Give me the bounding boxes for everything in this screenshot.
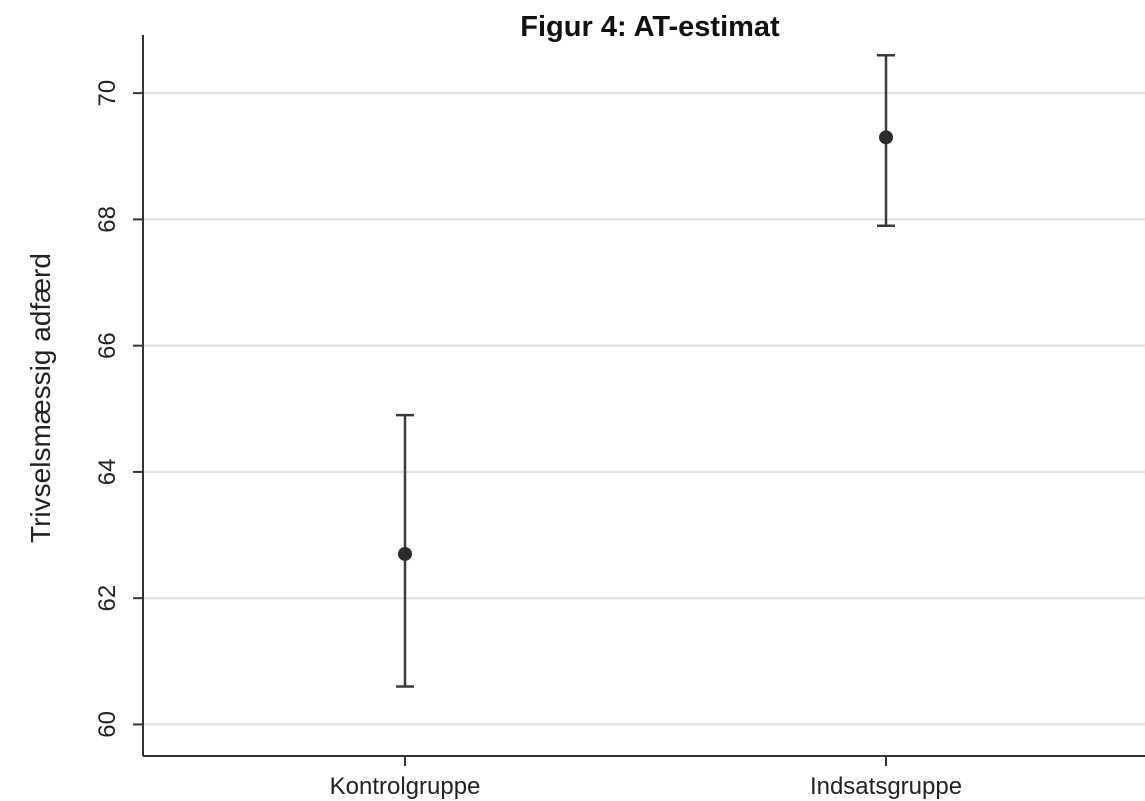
chart-title: Figur 4: AT-estimat	[520, 11, 780, 43]
y-ticks: 60 62 64 66 68 70	[94, 80, 143, 738]
data-point-0	[398, 546, 412, 561]
y-tick-label-70: 70	[94, 80, 121, 107]
data-point-1	[879, 130, 893, 145]
x-tick-label-1: Indsatsgruppe	[810, 773, 962, 800]
y-tick-label-68: 68	[94, 206, 121, 233]
y-tick-label-64: 64	[94, 459, 121, 486]
data-marks	[396, 54, 895, 688]
gridlines	[143, 91, 1145, 726]
y-axis-label: Trivselsmæssig adfærd	[25, 253, 56, 543]
x-tick-label-0: Kontrolgruppe	[330, 773, 481, 800]
y-tick-label-66: 66	[94, 332, 121, 359]
y-tick-label-60: 60	[94, 711, 121, 738]
y-tick-label-62: 62	[94, 585, 121, 612]
x-ticks: Kontrolgruppe Indsatsgruppe	[330, 756, 962, 800]
